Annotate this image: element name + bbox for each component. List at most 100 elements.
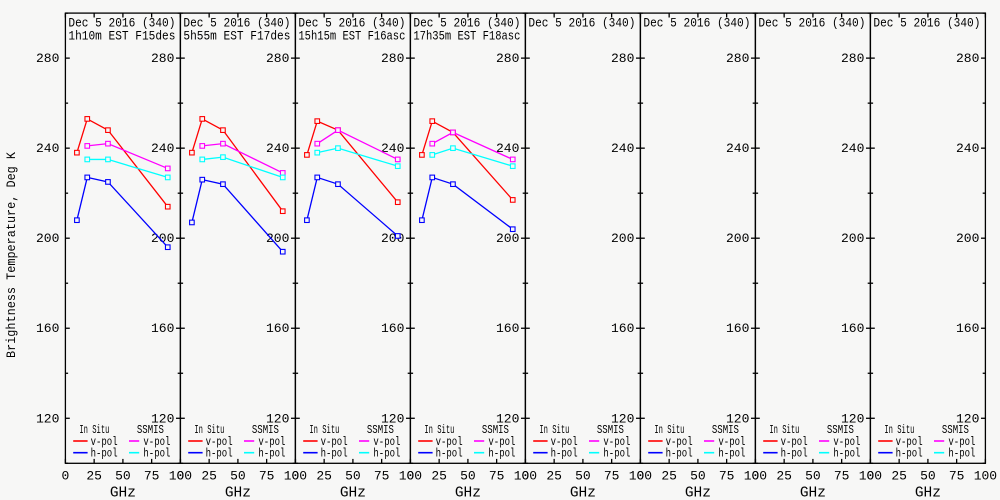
svg-text:200: 200: [956, 231, 979, 246]
svg-text:240: 240: [841, 141, 864, 156]
svg-text:h-pol: h-pol: [143, 448, 170, 461]
svg-text:25: 25: [546, 468, 562, 483]
svg-text:h-pol: h-pol: [321, 448, 348, 461]
svg-text:200: 200: [841, 231, 864, 246]
svg-text:280: 280: [151, 51, 174, 66]
svg-text:0: 0: [406, 468, 414, 483]
svg-text:75: 75: [834, 468, 850, 483]
svg-text:h-pol: h-pol: [488, 448, 515, 461]
svg-text:GHz: GHz: [570, 485, 596, 500]
svg-text:Dec 5 2016 (340): Dec 5 2016 (340): [183, 17, 290, 31]
svg-text:280: 280: [611, 51, 634, 66]
svg-text:50: 50: [230, 468, 246, 483]
svg-text:200: 200: [611, 231, 634, 246]
svg-text:GHz: GHz: [800, 485, 826, 500]
svg-text:GHz: GHz: [340, 485, 366, 500]
svg-text:0: 0: [291, 468, 299, 483]
svg-text:1h10m EST F15des: 1h10m EST F15des: [68, 30, 175, 44]
svg-text:15h15m EST F16asc: 15h15m EST F16asc: [298, 30, 405, 44]
svg-text:240: 240: [266, 141, 289, 156]
svg-text:Dec 5 2016 (340): Dec 5 2016 (340): [528, 17, 635, 31]
svg-text:0: 0: [751, 468, 759, 483]
svg-text:100: 100: [974, 468, 997, 483]
svg-text:200: 200: [496, 231, 519, 246]
svg-text:h-pol: h-pol: [666, 448, 693, 461]
svg-text:240: 240: [726, 141, 749, 156]
svg-text:120: 120: [36, 411, 59, 426]
svg-text:50: 50: [575, 468, 591, 483]
svg-text:h-pol: h-pol: [258, 448, 285, 461]
svg-text:160: 160: [841, 321, 864, 336]
svg-text:280: 280: [956, 51, 979, 66]
svg-text:25: 25: [201, 468, 217, 483]
svg-text:h-pol: h-pol: [718, 448, 745, 461]
svg-text:GHz: GHz: [915, 485, 941, 500]
svg-text:Dec 5 2016 (340): Dec 5 2016 (340): [68, 17, 175, 31]
svg-text:280: 280: [841, 51, 864, 66]
svg-text:200: 200: [381, 231, 404, 246]
svg-text:75: 75: [949, 468, 965, 483]
svg-text:240: 240: [611, 141, 634, 156]
svg-text:240: 240: [36, 141, 59, 156]
svg-text:280: 280: [381, 51, 404, 66]
svg-text:h-pol: h-pol: [948, 448, 975, 461]
svg-text:0: 0: [636, 468, 644, 483]
svg-text:Dec 5 2016 (340): Dec 5 2016 (340): [298, 17, 405, 31]
svg-text:160: 160: [151, 321, 174, 336]
svg-text:0: 0: [176, 468, 184, 483]
svg-text:75: 75: [259, 468, 275, 483]
svg-text:Dec 5 2016 (340): Dec 5 2016 (340): [413, 17, 520, 31]
svg-text:50: 50: [805, 468, 821, 483]
svg-text:240: 240: [151, 141, 174, 156]
svg-text:200: 200: [726, 231, 749, 246]
svg-text:160: 160: [956, 321, 979, 336]
svg-text:75: 75: [489, 468, 505, 483]
svg-text:280: 280: [266, 51, 289, 66]
svg-text:h-pol: h-pol: [896, 448, 923, 461]
svg-text:GHz: GHz: [110, 485, 136, 500]
svg-text:200: 200: [266, 231, 289, 246]
svg-text:25: 25: [776, 468, 792, 483]
svg-text:160: 160: [266, 321, 289, 336]
svg-text:75: 75: [144, 468, 160, 483]
svg-text:h-pol: h-pol: [436, 448, 463, 461]
svg-text:h-pol: h-pol: [833, 448, 860, 461]
svg-text:0: 0: [521, 468, 529, 483]
svg-text:160: 160: [381, 321, 404, 336]
svg-text:240: 240: [381, 141, 404, 156]
svg-text:50: 50: [460, 468, 476, 483]
svg-text:h-pol: h-pol: [603, 448, 630, 461]
svg-text:GHz: GHz: [225, 485, 251, 500]
svg-text:280: 280: [496, 51, 519, 66]
svg-text:0: 0: [866, 468, 874, 483]
svg-text:Dec 5 2016 (340): Dec 5 2016 (340): [758, 17, 865, 31]
svg-text:h-pol: h-pol: [781, 448, 808, 461]
svg-text:h-pol: h-pol: [206, 448, 233, 461]
svg-text:50: 50: [690, 468, 706, 483]
svg-text:75: 75: [719, 468, 735, 483]
svg-text:200: 200: [36, 231, 59, 246]
svg-text:25: 25: [86, 468, 102, 483]
svg-text:75: 75: [374, 468, 390, 483]
svg-text:160: 160: [36, 321, 59, 336]
svg-text:160: 160: [726, 321, 749, 336]
svg-text:75: 75: [604, 468, 620, 483]
svg-text:50: 50: [920, 468, 936, 483]
svg-text:h-pol: h-pol: [551, 448, 578, 461]
svg-text:5h55m EST F17des: 5h55m EST F17des: [183, 30, 290, 44]
svg-text:280: 280: [726, 51, 749, 66]
svg-text:25: 25: [431, 468, 447, 483]
svg-text:25: 25: [316, 468, 332, 483]
svg-text:160: 160: [496, 321, 519, 336]
svg-text:25: 25: [891, 468, 907, 483]
svg-text:160: 160: [611, 321, 634, 336]
svg-text:240: 240: [956, 141, 979, 156]
svg-text:50: 50: [345, 468, 361, 483]
svg-text:Brightness Temperature, Deg K: Brightness Temperature, Deg K: [4, 152, 19, 358]
svg-text:h-pol: h-pol: [91, 448, 118, 461]
svg-text:GHz: GHz: [455, 485, 481, 500]
svg-text:0: 0: [61, 468, 69, 483]
svg-text:280: 280: [36, 51, 59, 66]
svg-text:h-pol: h-pol: [373, 448, 400, 461]
svg-text:Dec 5 2016 (340): Dec 5 2016 (340): [873, 17, 980, 31]
